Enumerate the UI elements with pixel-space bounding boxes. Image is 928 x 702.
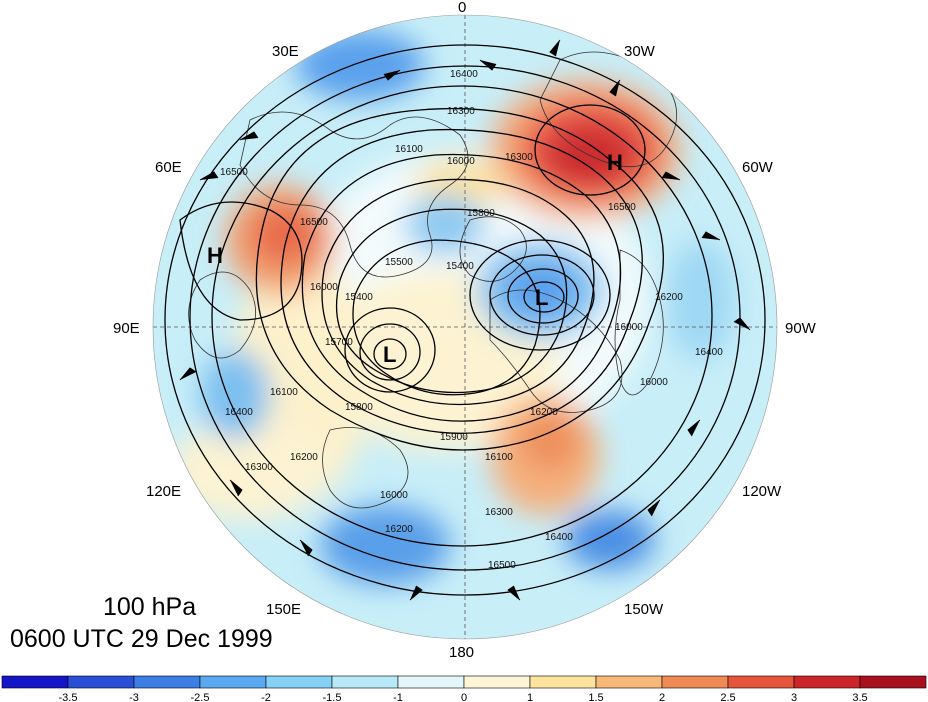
colorbar-tick-label: -3.5	[59, 692, 78, 702]
title-level: 100 hPa	[103, 593, 197, 621]
title-time: 0600 UTC 29 Dec 1999	[10, 625, 273, 653]
contour-label: 16200	[655, 292, 683, 303]
contour-label: 16300	[485, 507, 513, 518]
contour-label: 15400	[446, 261, 474, 272]
colorbar-swatch	[1, 675, 69, 689]
colorbar-tick-label: 0	[461, 692, 467, 702]
colorbar: -3.5 -3 -2.5 -2 -1.5 -1 0 1 1.5 2 2.5 3 3.5	[1, 675, 927, 702]
colorbar-tick-label: 2.5	[720, 692, 735, 702]
colorbar-swatch	[661, 675, 729, 689]
colorbar-swatch	[595, 675, 663, 689]
lon-label-90e: 90E	[113, 320, 140, 337]
colorbar-tick-label: -1	[393, 692, 403, 702]
contour-label: 16100	[270, 387, 298, 398]
contour-label: 16100	[485, 452, 513, 463]
lon-label-180: 180	[449, 644, 474, 661]
contour-label: 16300	[245, 462, 273, 473]
contour-label: 15700	[325, 337, 353, 348]
contour-label: 16200	[530, 407, 558, 418]
lon-label-120e: 120E	[146, 483, 181, 500]
colorbar-swatch	[67, 675, 135, 689]
lon-label-60e: 60E	[155, 159, 182, 176]
contour-label: 16000	[640, 377, 668, 388]
contour-label: 16500	[220, 167, 248, 178]
colorbar-tick-label: -1.5	[323, 692, 342, 702]
colorbar-swatch	[331, 675, 399, 689]
contour-label: 16500	[488, 560, 516, 571]
colorbar-swatch	[859, 675, 927, 689]
contour-label: 15500	[385, 257, 413, 268]
contour-label: 16300	[505, 152, 533, 163]
contour-label: 16200	[385, 524, 413, 535]
lon-label-150w: 150W	[624, 601, 664, 618]
colorbar-swatch	[133, 675, 201, 689]
contour-label: 16000	[615, 322, 643, 333]
contour-label: 16400	[450, 69, 478, 80]
colorbar-swatch	[727, 675, 795, 689]
colorbar-tick-label: 1	[527, 692, 533, 702]
high-pressure-center: H	[207, 243, 223, 268]
contour-label: 15800	[345, 402, 373, 413]
colorbar-tick-label: 2	[659, 692, 665, 702]
colorbar-tick-label: -2.5	[191, 692, 210, 702]
graticule	[153, 15, 777, 639]
contour-label: 15400	[345, 292, 373, 303]
colorbar-swatch	[265, 675, 333, 689]
lon-label-30e: 30E	[272, 43, 299, 60]
pressure-centers: H H L L	[207, 150, 623, 367]
colorbar-tick-label: 1.5	[588, 692, 603, 702]
colorbar-swatch	[529, 675, 597, 689]
low-pressure-center: L	[535, 285, 548, 310]
wind-barbs	[179, 39, 751, 601]
colorbar-tick-label: 3.5	[852, 692, 867, 702]
longitude-labels: 0 30E 60E 90E 120E 150E 180 150W 120W 90…	[113, 0, 817, 661]
contour-label: 16400	[545, 532, 573, 543]
contour-label: 16500	[300, 217, 328, 228]
colorbar-swatch	[793, 675, 861, 689]
contour-label: 16100	[395, 144, 423, 155]
lon-label-30w: 30W	[624, 43, 656, 60]
colorbar-swatch	[397, 675, 465, 689]
lon-label-60w: 60W	[742, 159, 774, 176]
colorbar-tick-label: -3	[129, 692, 139, 702]
contour-label: 16400	[225, 407, 253, 418]
map-boundary	[152, 14, 778, 640]
colorbar-swatch	[463, 675, 531, 689]
colorbar-tick-label: -2	[261, 692, 271, 702]
contour-label: 16000	[380, 490, 408, 501]
low-pressure-center: L	[383, 342, 396, 367]
high-pressure-center: H	[607, 150, 623, 175]
lon-label-120w: 120W	[742, 483, 782, 500]
lon-label-90w: 90W	[785, 320, 817, 337]
colorbar-tick-label: 3	[791, 692, 797, 702]
contour-label: 16000	[447, 156, 475, 167]
contour-labels: 16400 16300 16100 16000 15800 15500 1540…	[220, 69, 723, 571]
contour-label: 15800	[467, 208, 495, 219]
contour-label: 15900	[440, 432, 468, 443]
colorbar-swatch	[199, 675, 267, 689]
lon-label-0: 0	[458, 0, 466, 16]
contour-label: 16500	[608, 202, 636, 213]
lon-label-150e: 150E	[266, 601, 301, 618]
contour-label: 16200	[290, 452, 318, 463]
contour-label: 16300	[447, 106, 475, 117]
contour-label: 16000	[310, 282, 338, 293]
contour-label: 16400	[695, 347, 723, 358]
